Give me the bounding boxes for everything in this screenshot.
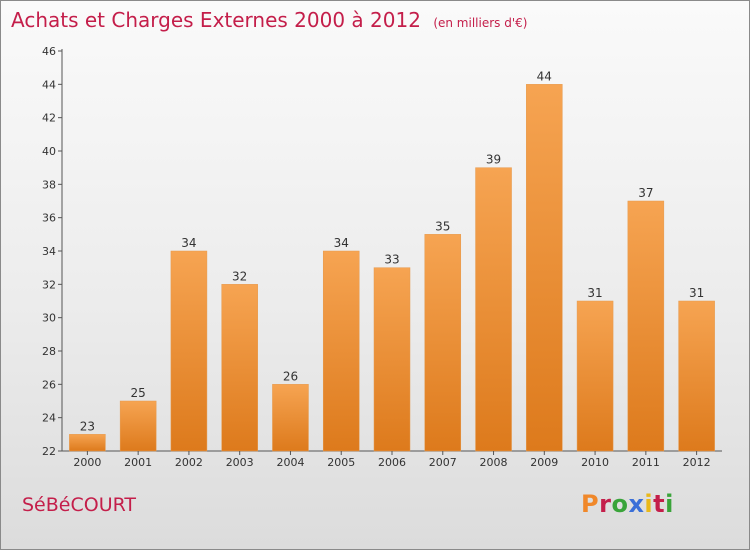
chart-unit: (en milliers d'€) bbox=[433, 16, 528, 30]
y-tick-label: 44 bbox=[42, 78, 56, 91]
bar bbox=[221, 284, 258, 452]
data-label: 33 bbox=[384, 253, 399, 267]
x-tick-label: 2009 bbox=[530, 456, 558, 469]
x-tick-label: 2004 bbox=[276, 456, 304, 469]
bar bbox=[678, 300, 715, 452]
bar bbox=[475, 167, 512, 452]
data-label: 35 bbox=[435, 219, 450, 233]
bar bbox=[373, 267, 411, 452]
x-tick-label: 2011 bbox=[632, 456, 660, 469]
chart-title-text: Achats et Charges Externes 2000 à 2012 bbox=[11, 8, 421, 32]
bar bbox=[170, 250, 208, 452]
logo-letter: r bbox=[599, 490, 612, 518]
y-tick-label: 24 bbox=[42, 412, 56, 425]
y-tick-label: 36 bbox=[42, 212, 56, 225]
bar bbox=[424, 234, 462, 452]
bar bbox=[576, 300, 614, 452]
data-label: 26 bbox=[283, 369, 298, 383]
bar bbox=[69, 434, 106, 452]
data-label: 25 bbox=[131, 386, 146, 400]
y-tick-label: 38 bbox=[42, 178, 56, 191]
bar bbox=[272, 384, 309, 452]
logo-letter: P bbox=[581, 490, 600, 518]
logo-letter: i bbox=[665, 490, 674, 518]
chart-title: Achats et Charges Externes 2000 à 2012 (… bbox=[11, 8, 527, 32]
data-label: 31 bbox=[689, 286, 704, 300]
y-tick-label: 28 bbox=[42, 345, 56, 358]
data-label: 34 bbox=[334, 236, 349, 250]
y-tick-label: 32 bbox=[42, 278, 56, 291]
logo-letter: t bbox=[653, 490, 666, 518]
y-tick-label: 42 bbox=[42, 112, 56, 125]
data-label: 34 bbox=[181, 236, 196, 250]
data-label: 44 bbox=[537, 69, 552, 83]
bar bbox=[526, 84, 563, 452]
data-label: 39 bbox=[486, 153, 501, 167]
y-tick-label: 22 bbox=[42, 445, 56, 458]
x-tick-label: 2008 bbox=[480, 456, 508, 469]
x-tick-label: 2007 bbox=[429, 456, 457, 469]
bar bbox=[627, 200, 665, 452]
data-label: 32 bbox=[232, 269, 247, 283]
x-tick-label: 2002 bbox=[175, 456, 203, 469]
logo-letter: i bbox=[644, 490, 654, 518]
x-tick-label: 2010 bbox=[581, 456, 609, 469]
logo-letter: o bbox=[611, 490, 629, 518]
x-tick-label: 2000 bbox=[73, 456, 101, 469]
x-tick-label: 2001 bbox=[124, 456, 152, 469]
data-label: 23 bbox=[80, 419, 95, 433]
x-tick-label: 2003 bbox=[226, 456, 254, 469]
y-tick-label: 26 bbox=[42, 378, 56, 391]
logo-letter: x bbox=[628, 490, 645, 518]
x-tick-label: 2005 bbox=[327, 456, 355, 469]
y-tick-label: 34 bbox=[42, 245, 56, 258]
bar bbox=[322, 250, 360, 452]
y-tick-label: 46 bbox=[42, 45, 56, 58]
x-tick-label: 2012 bbox=[683, 456, 711, 469]
y-tick-label: 40 bbox=[42, 145, 56, 158]
data-label: 37 bbox=[638, 186, 653, 200]
x-tick-label: 2006 bbox=[378, 456, 406, 469]
proxiti-logo: Proxiti bbox=[581, 490, 674, 518]
y-tick-label: 30 bbox=[42, 312, 56, 325]
data-label: 31 bbox=[587, 286, 602, 300]
bar bbox=[119, 400, 157, 452]
commune-name: SéBéCOURT bbox=[22, 494, 137, 516]
